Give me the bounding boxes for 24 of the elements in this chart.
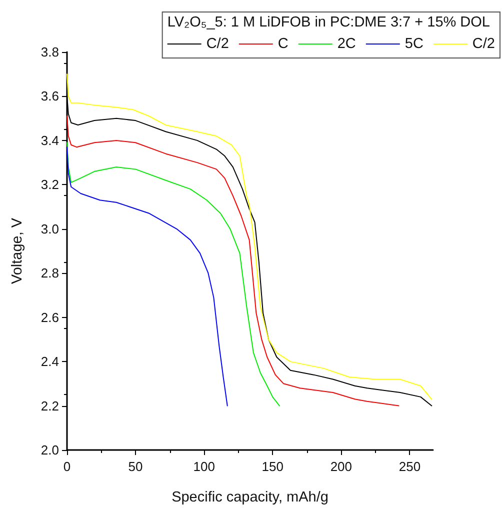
legend-label: 2C [337, 36, 356, 52]
legend-label: C [278, 36, 288, 52]
legend-label: 5C [404, 36, 424, 52]
y-axis-title: Voltage, V [10, 218, 26, 284]
y-tick-label: 3.0 [40, 221, 59, 236]
x-tick-label: 50 [128, 459, 143, 474]
x-tick-label: 200 [330, 459, 352, 474]
y-tick-label: 2.6 [40, 310, 59, 325]
y-tick-label: 2.0 [40, 442, 59, 458]
x-tick-label: 250 [398, 459, 421, 474]
y-tick-label: 2.2 [40, 398, 59, 414]
y-tick-label: 2.8 [40, 266, 59, 281]
y-tick-label: 3.6 [40, 88, 59, 104]
legend-label: C/2 [472, 36, 496, 52]
x-tick-label: 150 [262, 459, 284, 474]
y-tick-label: 2.4 [40, 354, 59, 370]
x-tick-label: 100 [193, 459, 215, 474]
legend-label: C/2 [206, 36, 229, 52]
y-tick-label: 3.8 [40, 44, 59, 60]
y-tick-label: 3.2 [40, 177, 59, 192]
legend-title: LV₂O₅_5: 1 M LiDFOB in PC:DME 3:7 + 15% DOL [167, 14, 490, 30]
y-tick-label: 3.4 [40, 132, 59, 148]
x-tick-label: 0 [63, 459, 71, 474]
x-axis-title: Specific capacity, mAh/g [172, 490, 328, 506]
